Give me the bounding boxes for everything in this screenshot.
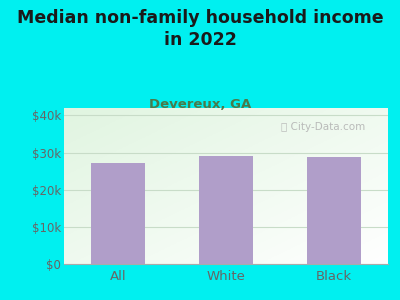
- Bar: [91, 163, 145, 264]
- Text: 📊 City-Data.com: 📊 City-Data.com: [281, 122, 365, 132]
- Text: Median non-family household income
in 2022: Median non-family household income in 20…: [17, 9, 383, 49]
- Text: Devereux, GA: Devereux, GA: [149, 98, 251, 110]
- Bar: [199, 155, 253, 264]
- Bar: [307, 158, 361, 264]
